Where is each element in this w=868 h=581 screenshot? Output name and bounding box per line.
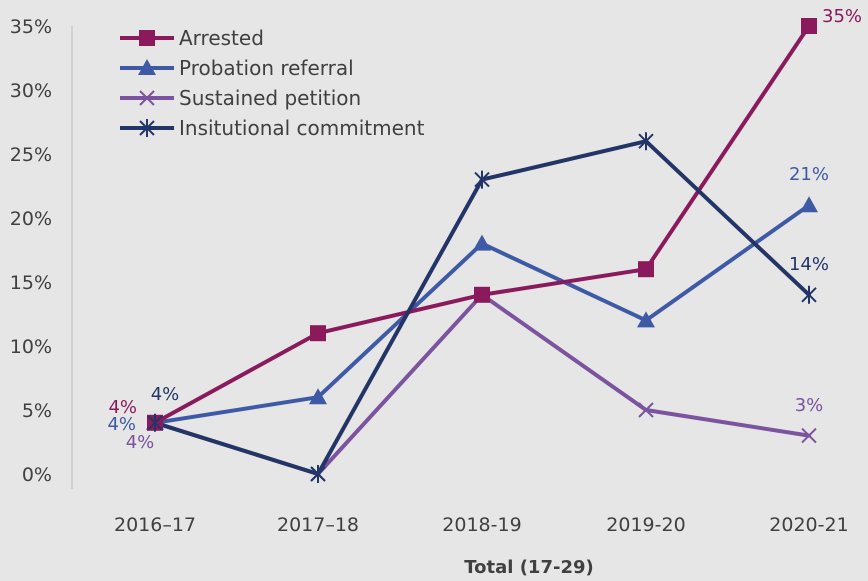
x-tick-label: 2020-21 [769,514,848,536]
x-tick-label: 2018-19 [442,514,521,536]
y-tick-label: 25% [10,144,52,166]
legend-swatch-marker [139,119,155,137]
data-label: 21% [789,164,829,185]
y-tick-label: 35% [10,16,52,38]
data-point-marker [309,388,327,405]
y-tick-label: 20% [10,208,52,230]
data-label: 3% [795,395,824,416]
data-point-marker [310,325,326,342]
data-label: 4% [126,432,155,453]
x-tick-label: 2019-20 [606,514,685,536]
y-tick-label: 30% [10,80,52,102]
data-point-marker [638,261,654,278]
legend-swatch-marker [139,30,155,46]
x-tick-labels: 2016–17 2017–18 2018-19 2019-20 2020-21 [114,514,849,536]
x-tick-label: 2016–17 [114,514,196,536]
data-point-marker [638,132,654,151]
y-tick-label: 15% [10,272,52,294]
data-point-marker [474,170,490,189]
data-point-marker [800,196,818,213]
x-tick-label: 2017–18 [277,514,359,536]
legend: Arrested Probation referral Sustained peti… [120,26,425,140]
series-line [153,292,811,476]
data-labels: 4% 35% 4% 21% 4% 3% 4% 14% [107,6,862,453]
data-point-marker [801,18,817,34]
data-point-marker [801,427,817,444]
data-label: 35% [822,6,862,27]
legend-entry: Sustained petition [179,86,361,110]
series-line [153,139,811,476]
legend-entry: Insitutional commitment [179,116,425,140]
data-label: 4% [108,397,137,418]
data-point-marker [473,234,491,251]
data-label: 4% [107,414,136,435]
y-tick-label: 5% [22,400,52,422]
data-point-marker [801,285,817,304]
data-label: 14% [789,254,829,275]
y-tick-labels: 0% 5% 10% 15% 20% 25% 30% 35% [10,16,52,486]
data-point-marker [310,465,326,483]
legend-entry: Arrested [179,26,264,50]
data-point-marker [474,286,490,303]
data-point-marker [147,413,163,432]
data-point-marker [637,311,655,328]
data-label: 4% [151,384,180,405]
series-markers [146,18,818,483]
y-tick-label: 0% [22,464,52,486]
y-tick-label: 10% [10,336,52,358]
x-axis-label: Total (17-29) [464,557,593,578]
legend-swatch-marker [138,59,156,75]
data-point-marker [638,402,654,418]
legend-entry: Probation referral [179,56,354,80]
legend-swatch-marker [139,90,155,106]
